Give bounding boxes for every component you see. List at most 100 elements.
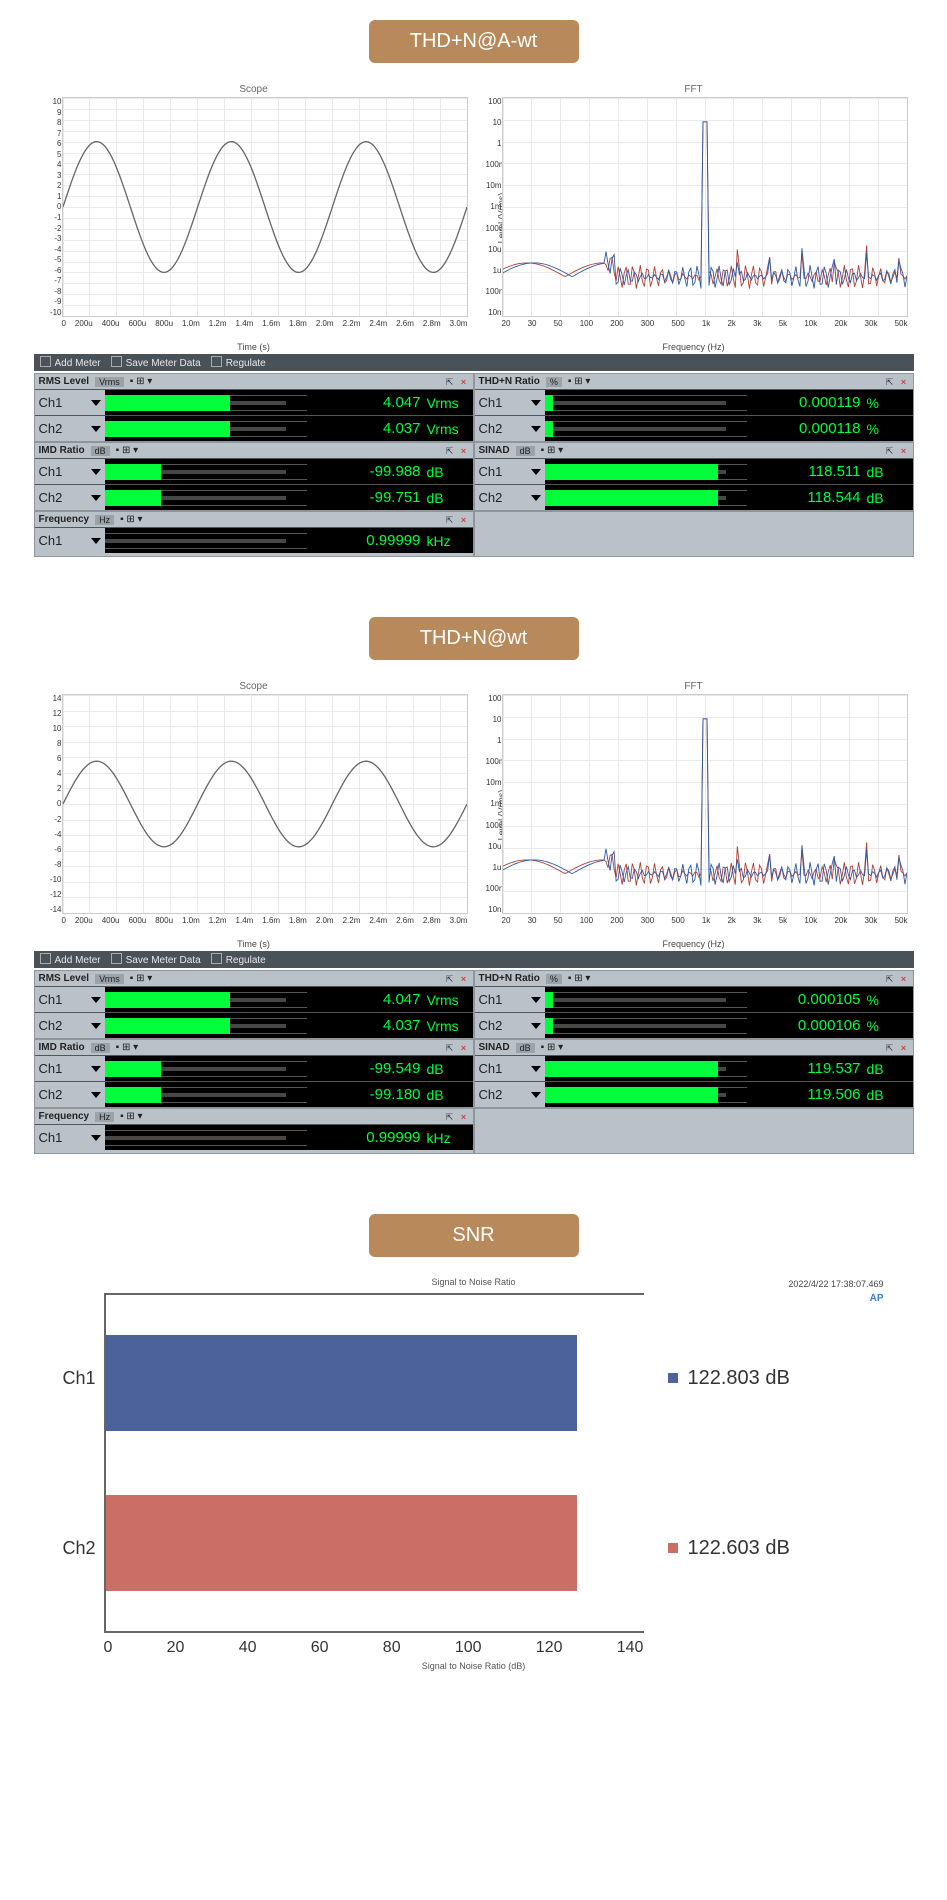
chevron-down-icon	[91, 469, 101, 475]
measurement-section: THD+N@A-wtScopeInstantaneous Level (V)10…	[0, 20, 947, 557]
meter-header: IMD Ratio dB ▪ ⊞ ▾ ⇱ ×	[35, 443, 473, 458]
popout-icon[interactable]: ⇱	[445, 1112, 455, 1122]
meter-unit-selector[interactable]: dB	[91, 1043, 110, 1053]
popout-icon[interactable]: ⇱	[445, 515, 455, 525]
toolbar-item[interactable]: Save Meter Data	[111, 953, 201, 966]
close-icon[interactable]: ×	[459, 446, 469, 456]
meter-unit-selector[interactable]: Vrms	[95, 974, 124, 984]
chevron-down-icon	[91, 1135, 101, 1141]
meter-mode-icon[interactable]: ▪ ⊞ ▾	[120, 1111, 143, 1122]
plot-area	[104, 1293, 644, 1633]
meter-unit-selector[interactable]: Vrms	[95, 377, 124, 387]
meter-block: THD+N Ratio% ▪ ⊞ ▾⇱×Ch10.000105%Ch20.000…	[474, 970, 914, 1039]
popout-icon[interactable]: ⇱	[445, 974, 455, 984]
plot-area	[502, 97, 908, 317]
meter-header: RMS LevelVrms ▪ ⊞ ▾⇱×	[35, 971, 473, 986]
meter-unit-selector[interactable]: Hz	[95, 1112, 114, 1122]
popout-icon[interactable]: ⇱	[885, 974, 895, 984]
chevron-down-icon	[531, 1092, 541, 1098]
meter-value: 4.047	[307, 987, 425, 1012]
meter-unit-selector[interactable]: dB	[516, 1043, 535, 1053]
close-icon[interactable]: ×	[899, 377, 909, 387]
meter-row: Ch14.047Vrms	[35, 986, 473, 1012]
meter-unit-selector[interactable]: %	[546, 377, 562, 387]
chart-title: FFT	[684, 681, 702, 692]
meter-mode-icon[interactable]: ▪ ⊞ ▾	[541, 445, 564, 456]
measurement-section: THD+N@wtScopeInstantaneous Level (V)1412…	[0, 617, 947, 1154]
meter-unit-selector[interactable]: dB	[516, 446, 535, 456]
channel-label[interactable]: Ch1	[35, 528, 105, 553]
meter-unit: dB	[425, 485, 473, 510]
channel-label[interactable]: Ch2	[35, 1013, 105, 1038]
close-icon[interactable]: ×	[459, 377, 469, 387]
toolbar-item[interactable]: Add Meter	[40, 953, 101, 966]
meter-mode-icon[interactable]: ▪ ⊞ ▾	[120, 514, 143, 525]
scope-chart: ScopeInstantaneous Level (V)109876543210…	[34, 83, 474, 352]
meter-unit-selector[interactable]: Hz	[95, 515, 114, 525]
meter-unit: Vrms	[425, 1013, 473, 1038]
x-axis-label: Frequency (Hz)	[474, 939, 914, 949]
chart-title: Scope	[239, 84, 267, 95]
channel-label[interactable]: Ch1	[475, 390, 545, 415]
meter-name: THD+N Ratio	[479, 376, 540, 387]
channel-label[interactable]: Ch1	[35, 1056, 105, 1081]
close-icon[interactable]: ×	[459, 1112, 469, 1122]
channel-label[interactable]: Ch1	[35, 1125, 105, 1150]
channel-label[interactable]: Ch1	[475, 459, 545, 484]
channel-label[interactable]: Ch2	[475, 416, 545, 441]
channel-label[interactable]: Ch1	[35, 390, 105, 415]
channel-label[interactable]: Ch1	[35, 987, 105, 1012]
channel-label[interactable]: Ch1	[35, 459, 105, 484]
meter-row: Ch10.99999kHz	[35, 527, 473, 553]
close-icon[interactable]: ×	[899, 974, 909, 984]
meter-block: THD+N Ratio% ▪ ⊞ ▾⇱×Ch10.000119%Ch20.000…	[474, 373, 914, 442]
popout-icon[interactable]: ⇱	[445, 446, 455, 456]
chart-title: Signal to Noise Ratio	[54, 1277, 894, 1287]
close-icon[interactable]: ×	[899, 1043, 909, 1053]
popout-icon[interactable]: ⇱	[445, 1043, 455, 1053]
section-badge: SNR	[369, 1214, 579, 1257]
channel-label[interactable]: Ch2	[35, 485, 105, 510]
meter-mode-icon[interactable]: ▪ ⊞ ▾	[116, 445, 139, 456]
meter-unit: %	[865, 987, 913, 1012]
meter-mode-icon[interactable]: ▪ ⊞ ▾	[568, 973, 591, 984]
channel-label[interactable]: Ch1	[475, 987, 545, 1012]
meter-mode-icon[interactable]: ▪ ⊞ ▾	[541, 1042, 564, 1053]
toolbar-item[interactable]: Save Meter Data	[111, 356, 201, 369]
meter-block: SINADdB ▪ ⊞ ▾⇱×Ch1118.511dBCh2118.544dB	[474, 442, 914, 511]
channel-label[interactable]: Ch2	[475, 1082, 545, 1107]
meter-bar	[105, 1082, 307, 1107]
legend: 122.803 dB122.603 dB	[644, 1293, 894, 1633]
snr-bar	[106, 1335, 578, 1431]
meter-name: IMD Ratio	[39, 445, 85, 456]
meter-mode-icon[interactable]: ▪ ⊞ ▾	[130, 376, 153, 387]
meter-value: 4.037	[307, 1013, 425, 1038]
channel-label[interactable]: Ch2	[35, 1082, 105, 1107]
plot-area	[62, 694, 468, 914]
close-icon[interactable]: ×	[899, 446, 909, 456]
channel-label[interactable]: Ch1	[475, 1056, 545, 1081]
channel-label[interactable]: Ch2	[35, 416, 105, 441]
toolbar-item[interactable]: Regulate	[211, 953, 266, 966]
toolbar-item[interactable]: Regulate	[211, 356, 266, 369]
channel-label[interactable]: Ch2	[475, 485, 545, 510]
meter-value: 0.000105	[747, 987, 865, 1012]
meter-mode-icon[interactable]: ▪ ⊞ ▾	[130, 973, 153, 984]
channel-label[interactable]: Ch2	[475, 1013, 545, 1038]
meter-mode-icon[interactable]: ▪ ⊞ ▾	[116, 1042, 139, 1053]
timestamp: 2022/4/22 17:38:07.469	[788, 1279, 883, 1289]
popout-icon[interactable]: ⇱	[885, 377, 895, 387]
popout-icon[interactable]: ⇱	[885, 1043, 895, 1053]
popout-icon[interactable]: ⇱	[445, 377, 455, 387]
close-icon[interactable]: ×	[459, 974, 469, 984]
close-icon[interactable]: ×	[459, 515, 469, 525]
meter-mode-icon[interactable]: ▪ ⊞ ▾	[568, 376, 591, 387]
meter-unit-selector[interactable]: dB	[91, 446, 110, 456]
meter-bar	[545, 485, 747, 510]
meter-name: SINAD	[479, 1042, 510, 1053]
close-icon[interactable]: ×	[459, 1043, 469, 1053]
meter-value: 118.511	[747, 459, 865, 484]
meter-unit-selector[interactable]: %	[546, 974, 562, 984]
toolbar-item[interactable]: Add Meter	[40, 356, 101, 369]
popout-icon[interactable]: ⇱	[885, 446, 895, 456]
